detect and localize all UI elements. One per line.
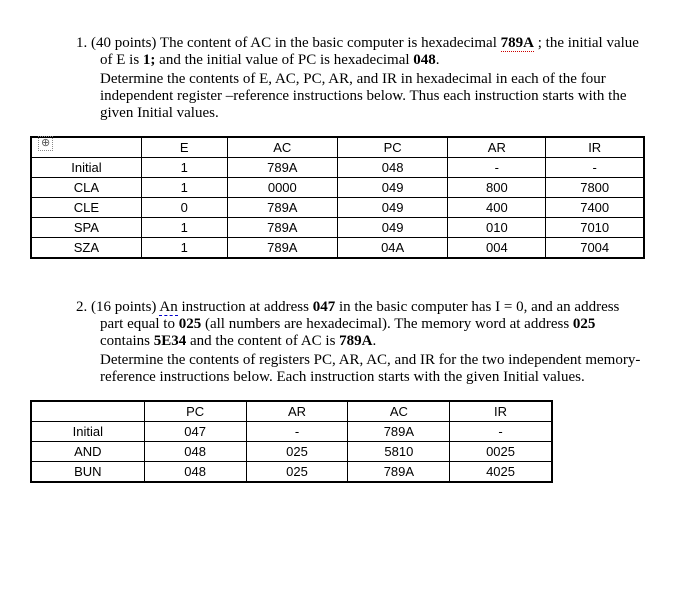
table-cell: 400 xyxy=(448,198,546,218)
q2-table: PCARACIRInitial047-789A-AND0480255810002… xyxy=(30,400,553,483)
table-cell: 789A xyxy=(348,462,450,483)
table-header-cell: PC xyxy=(337,137,447,158)
q2-ac: 789A xyxy=(339,333,372,349)
table-cell: 5810 xyxy=(348,442,450,462)
table-cell: 789A xyxy=(227,238,337,259)
table-cell: 049 xyxy=(337,218,447,238)
q1-text-3: and the initial value of PC is hexadecim… xyxy=(155,52,413,68)
table-cell: 025 xyxy=(246,442,348,462)
table-cell: Initial xyxy=(31,422,144,442)
anchor-icon: ⊕ xyxy=(38,136,53,151)
q1-pc-value: 048 xyxy=(413,52,436,68)
table-cell: CLE xyxy=(31,198,141,218)
table-cell: 4025 xyxy=(450,462,552,483)
table-cell: 0 xyxy=(141,198,227,218)
table-header-cell: AR xyxy=(246,401,348,422)
table-cell: 048 xyxy=(144,442,246,462)
q1-e-value: 1; xyxy=(143,52,156,68)
table-cell: - xyxy=(448,158,546,178)
table-header-cell: IR xyxy=(546,137,644,158)
table-cell: 048 xyxy=(144,462,246,483)
q2-memval: 5E34 xyxy=(154,333,187,349)
table-cell: 1 xyxy=(141,158,227,178)
table-row: SZA1789A04A0047004 xyxy=(31,238,644,259)
table-cell: 7400 xyxy=(546,198,644,218)
q1-text-1: The content of AC in the basic computer … xyxy=(160,35,501,51)
table-cell: 049 xyxy=(337,198,447,218)
table-cell: - xyxy=(546,158,644,178)
table-cell: AND xyxy=(31,442,144,462)
q2-text-5: and the content of AC is xyxy=(186,333,339,349)
table-cell: 010 xyxy=(448,218,546,238)
q2-text-1b: instruction at address xyxy=(178,299,313,315)
table-cell: 004 xyxy=(448,238,546,259)
table-cell: 800 xyxy=(448,178,546,198)
table-cell: SPA xyxy=(31,218,141,238)
table-header-cell xyxy=(31,401,144,422)
question-1: 1. (40 points) The content of AC in the … xyxy=(30,35,645,259)
table-row: CLE0789A0494007400 xyxy=(31,198,644,218)
table-cell: BUN xyxy=(31,462,144,483)
q2-number: 2. (16 points) xyxy=(76,299,156,315)
q2-memaddr: 025 xyxy=(573,316,596,332)
table-cell: 789A xyxy=(227,218,337,238)
table-cell: 048 xyxy=(337,158,447,178)
q2-text-3: (all numbers are hexadecimal). The memor… xyxy=(201,316,573,332)
table-cell: SZA xyxy=(31,238,141,259)
q1-table-wrapper: ⊕ EACPCARIRInitial1789A048--CLA100000498… xyxy=(30,136,645,259)
q2-intro-line1: 2. (16 points) An instruction at address… xyxy=(30,299,645,350)
table-row: SPA1789A0490107010 xyxy=(31,218,644,238)
table-cell: CLA xyxy=(31,178,141,198)
table-cell: 789A xyxy=(348,422,450,442)
table-header-cell: IR xyxy=(450,401,552,422)
q1-para2: Determine the contents of E, AC, PC, AR,… xyxy=(30,71,645,122)
table-header-cell: PC xyxy=(144,401,246,422)
q1-ac-value: 789A xyxy=(501,35,534,52)
q2-text-4: contains xyxy=(100,333,154,349)
table-cell: Initial xyxy=(31,158,141,178)
table-cell: 7004 xyxy=(546,238,644,259)
q1-text-4: . xyxy=(436,52,440,68)
q2-text-1a: An xyxy=(159,299,177,316)
q2-addrpart: 025 xyxy=(179,316,202,332)
q1-number: 1. (40 points) xyxy=(76,35,156,51)
table-cell: 0025 xyxy=(450,442,552,462)
table-header-cell: AR xyxy=(448,137,546,158)
table-cell: 789A xyxy=(227,158,337,178)
table-cell: 049 xyxy=(337,178,447,198)
q2-addr: 047 xyxy=(313,299,336,315)
table-cell: 1 xyxy=(141,218,227,238)
table-row: Initial1789A048-- xyxy=(31,158,644,178)
table-header-cell: AC xyxy=(227,137,337,158)
q1-intro-line1: 1. (40 points) The content of AC in the … xyxy=(30,35,645,69)
table-row: CLA100000498007800 xyxy=(31,178,644,198)
table-cell: 789A xyxy=(227,198,337,218)
q2-para2: Determine the contents of registers PC, … xyxy=(30,352,645,386)
q1-table: EACPCARIRInitial1789A048--CLA10000049800… xyxy=(30,136,645,259)
q2-text-6: . xyxy=(373,333,377,349)
table-row: BUN048025789A4025 xyxy=(31,462,552,483)
question-2: 2. (16 points) An instruction at address… xyxy=(30,299,645,483)
table-cell: 1 xyxy=(141,178,227,198)
table-cell: 1 xyxy=(141,238,227,259)
table-cell: 047 xyxy=(144,422,246,442)
table-header-cell: AC xyxy=(348,401,450,422)
table-row: AND04802558100025 xyxy=(31,442,552,462)
table-row: Initial047-789A- xyxy=(31,422,552,442)
table-cell: 7800 xyxy=(546,178,644,198)
table-header-cell: E xyxy=(141,137,227,158)
table-cell: - xyxy=(450,422,552,442)
table-cell: 0000 xyxy=(227,178,337,198)
table-cell: 04A xyxy=(337,238,447,259)
table-cell: 025 xyxy=(246,462,348,483)
table-cell: - xyxy=(246,422,348,442)
table-cell: 7010 xyxy=(546,218,644,238)
